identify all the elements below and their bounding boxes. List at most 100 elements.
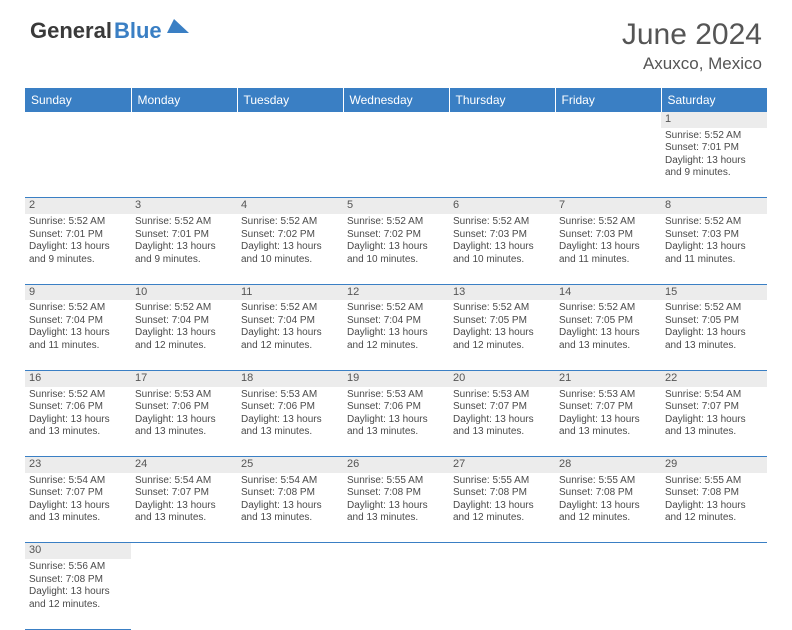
sunset-text: Sunset: 7:03 PM	[559, 229, 657, 242]
day-detail-cell: Sunrise: 5:53 AMSunset: 7:06 PMDaylight:…	[131, 387, 237, 457]
daylight-text: Daylight: 13 hours and 13 minutes.	[241, 500, 339, 525]
sunrise-text: Sunrise: 5:53 AM	[453, 389, 551, 402]
daylight-text: Daylight: 13 hours and 10 minutes.	[347, 241, 445, 266]
sunrise-text: Sunrise: 5:52 AM	[665, 302, 763, 315]
day-number-cell: 1	[661, 112, 767, 128]
daynum-row: 16171819202122	[25, 370, 767, 386]
logo-text-1: General	[30, 18, 112, 44]
day-number-cell: 20	[449, 370, 555, 386]
daylight-text: Daylight: 13 hours and 12 minutes.	[347, 327, 445, 352]
daylight-text: Daylight: 13 hours and 11 minutes.	[29, 327, 127, 352]
day-detail-cell: Sunrise: 5:55 AMSunset: 7:08 PMDaylight:…	[449, 473, 555, 543]
sunset-text: Sunset: 7:06 PM	[241, 401, 339, 414]
sunrise-text: Sunrise: 5:52 AM	[453, 302, 551, 315]
sunset-text: Sunset: 7:01 PM	[29, 229, 127, 242]
day-number-cell: 15	[661, 284, 767, 300]
day-number-cell	[131, 543, 237, 559]
title-block: June 2024 Axuxco, Mexico	[622, 18, 762, 74]
day-number-cell	[131, 112, 237, 128]
day-detail-cell	[237, 559, 343, 629]
day-number-cell: 10	[131, 284, 237, 300]
day-number-cell	[555, 112, 661, 128]
daylight-text: Daylight: 13 hours and 12 minutes.	[135, 327, 233, 352]
detail-row: Sunrise: 5:52 AMSunset: 7:01 PMDaylight:…	[25, 214, 767, 284]
day-header: Wednesday	[343, 88, 449, 112]
day-detail-cell	[131, 559, 237, 629]
day-detail-cell	[449, 559, 555, 629]
day-detail-cell: Sunrise: 5:54 AMSunset: 7:07 PMDaylight:…	[661, 387, 767, 457]
day-detail-cell: Sunrise: 5:54 AMSunset: 7:07 PMDaylight:…	[131, 473, 237, 543]
day-detail-cell: Sunrise: 5:54 AMSunset: 7:08 PMDaylight:…	[237, 473, 343, 543]
day-number-cell: 22	[661, 370, 767, 386]
detail-row: Sunrise: 5:52 AMSunset: 7:01 PMDaylight:…	[25, 128, 767, 198]
day-number-cell	[237, 543, 343, 559]
sunset-text: Sunset: 7:05 PM	[559, 315, 657, 328]
day-detail-cell: Sunrise: 5:52 AMSunset: 7:02 PMDaylight:…	[237, 214, 343, 284]
sunset-text: Sunset: 7:03 PM	[665, 229, 763, 242]
daylight-text: Daylight: 13 hours and 12 minutes.	[241, 327, 339, 352]
sunrise-text: Sunrise: 5:53 AM	[135, 389, 233, 402]
sunset-text: Sunset: 7:04 PM	[347, 315, 445, 328]
sunset-text: Sunset: 7:06 PM	[29, 401, 127, 414]
daylight-text: Daylight: 13 hours and 13 minutes.	[559, 414, 657, 439]
day-detail-cell	[131, 128, 237, 198]
sunrise-text: Sunrise: 5:52 AM	[29, 302, 127, 315]
sunset-text: Sunset: 7:01 PM	[665, 142, 763, 155]
day-detail-cell	[555, 128, 661, 198]
sunset-text: Sunset: 7:07 PM	[135, 487, 233, 500]
daylight-text: Daylight: 13 hours and 13 minutes.	[347, 414, 445, 439]
day-number-cell: 3	[131, 198, 237, 214]
day-number-cell: 8	[661, 198, 767, 214]
day-detail-cell	[343, 128, 449, 198]
day-number-cell	[25, 112, 131, 128]
day-detail-cell: Sunrise: 5:52 AMSunset: 7:04 PMDaylight:…	[343, 300, 449, 370]
daylight-text: Daylight: 13 hours and 9 minutes.	[29, 241, 127, 266]
sunset-text: Sunset: 7:07 PM	[665, 401, 763, 414]
daynum-row: 30	[25, 543, 767, 559]
day-detail-cell	[237, 128, 343, 198]
daylight-text: Daylight: 13 hours and 12 minutes.	[665, 500, 763, 525]
logo-arrow-icon	[167, 19, 189, 38]
sunrise-text: Sunrise: 5:52 AM	[453, 216, 551, 229]
day-detail-cell: Sunrise: 5:53 AMSunset: 7:06 PMDaylight:…	[343, 387, 449, 457]
sunrise-text: Sunrise: 5:55 AM	[665, 475, 763, 488]
sunrise-text: Sunrise: 5:52 AM	[241, 216, 339, 229]
day-number-cell	[449, 112, 555, 128]
day-header: Monday	[131, 88, 237, 112]
day-number-cell: 6	[449, 198, 555, 214]
sunrise-text: Sunrise: 5:52 AM	[241, 302, 339, 315]
sunset-text: Sunset: 7:06 PM	[135, 401, 233, 414]
sunset-text: Sunset: 7:03 PM	[453, 229, 551, 242]
day-number-cell	[449, 543, 555, 559]
sunset-text: Sunset: 7:06 PM	[347, 401, 445, 414]
day-header: Thursday	[449, 88, 555, 112]
daylight-text: Daylight: 13 hours and 13 minutes.	[29, 500, 127, 525]
day-number-cell: 13	[449, 284, 555, 300]
detail-row: Sunrise: 5:52 AMSunset: 7:06 PMDaylight:…	[25, 387, 767, 457]
daylight-text: Daylight: 13 hours and 12 minutes.	[453, 500, 551, 525]
daynum-row: 9101112131415	[25, 284, 767, 300]
daylight-text: Daylight: 13 hours and 11 minutes.	[665, 241, 763, 266]
day-detail-cell: Sunrise: 5:52 AMSunset: 7:03 PMDaylight:…	[661, 214, 767, 284]
daylight-text: Daylight: 13 hours and 10 minutes.	[453, 241, 551, 266]
sunset-text: Sunset: 7:02 PM	[347, 229, 445, 242]
sunset-text: Sunset: 7:01 PM	[135, 229, 233, 242]
day-number-cell: 9	[25, 284, 131, 300]
day-detail-cell: Sunrise: 5:52 AMSunset: 7:05 PMDaylight:…	[449, 300, 555, 370]
sunrise-text: Sunrise: 5:55 AM	[347, 475, 445, 488]
day-detail-cell: Sunrise: 5:54 AMSunset: 7:07 PMDaylight:…	[25, 473, 131, 543]
day-detail-cell	[661, 559, 767, 629]
sunset-text: Sunset: 7:08 PM	[453, 487, 551, 500]
sunrise-text: Sunrise: 5:52 AM	[29, 389, 127, 402]
day-detail-cell: Sunrise: 5:52 AMSunset: 7:05 PMDaylight:…	[555, 300, 661, 370]
day-detail-cell: Sunrise: 5:55 AMSunset: 7:08 PMDaylight:…	[555, 473, 661, 543]
sunset-text: Sunset: 7:08 PM	[241, 487, 339, 500]
sunset-text: Sunset: 7:07 PM	[559, 401, 657, 414]
daylight-text: Daylight: 13 hours and 12 minutes.	[559, 500, 657, 525]
day-number-cell: 16	[25, 370, 131, 386]
daynum-row: 23242526272829	[25, 457, 767, 473]
day-detail-cell: Sunrise: 5:52 AMSunset: 7:02 PMDaylight:…	[343, 214, 449, 284]
daylight-text: Daylight: 13 hours and 13 minutes.	[559, 327, 657, 352]
day-detail-cell: Sunrise: 5:52 AMSunset: 7:01 PMDaylight:…	[131, 214, 237, 284]
logo-text-2: Blue	[114, 18, 162, 44]
